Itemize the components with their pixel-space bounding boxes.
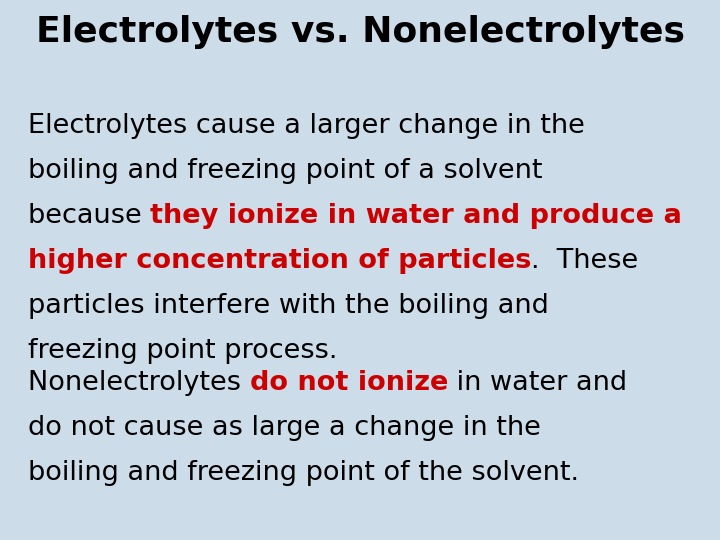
Text: Electrolytes cause a larger change in the: Electrolytes cause a larger change in th… bbox=[28, 113, 585, 139]
Text: particles interfere with the boiling and: particles interfere with the boiling and bbox=[28, 293, 549, 319]
Text: freezing point process.: freezing point process. bbox=[28, 338, 338, 364]
Text: do not ionize: do not ionize bbox=[250, 370, 448, 396]
Text: Nonelectrolytes: Nonelectrolytes bbox=[28, 370, 250, 396]
Text: they ionize in water and produce a: they ionize in water and produce a bbox=[150, 203, 683, 229]
Text: because: because bbox=[28, 203, 150, 229]
Text: boiling and freezing point of a solvent: boiling and freezing point of a solvent bbox=[28, 158, 542, 184]
Text: higher concentration of particles: higher concentration of particles bbox=[28, 248, 531, 274]
Text: do not cause as large a change in the: do not cause as large a change in the bbox=[28, 415, 541, 441]
Text: .  These: . These bbox=[531, 248, 639, 274]
Text: boiling and freezing point of the solvent.: boiling and freezing point of the solven… bbox=[28, 460, 579, 486]
Text: in water and: in water and bbox=[448, 370, 627, 396]
Text: Electrolytes vs. Nonelectrolytes: Electrolytes vs. Nonelectrolytes bbox=[35, 15, 685, 49]
